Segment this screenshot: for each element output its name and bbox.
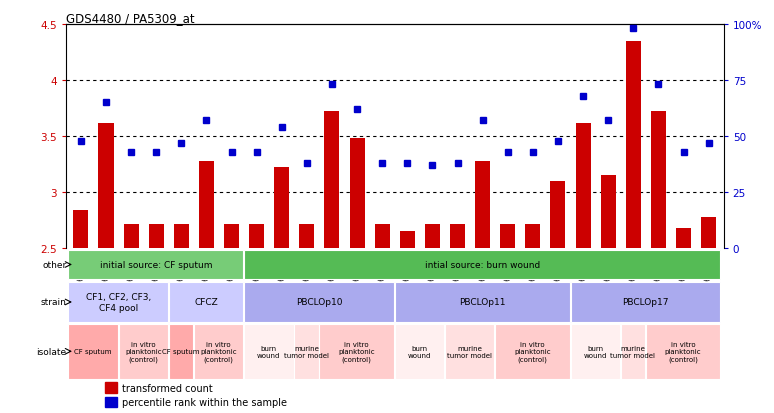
Bar <box>445 324 495 379</box>
Bar <box>621 324 645 379</box>
Bar <box>570 282 721 322</box>
Bar <box>425 224 440 249</box>
Text: percentile rank within the sample: percentile rank within the sample <box>122 397 286 407</box>
Text: transformed count: transformed count <box>122 383 212 393</box>
Bar <box>105 382 117 393</box>
Bar <box>625 42 641 249</box>
Bar <box>105 397 117 407</box>
Bar <box>651 112 666 249</box>
Text: CFCZ: CFCZ <box>194 298 218 307</box>
Bar <box>118 324 168 379</box>
Bar <box>601 176 615 249</box>
Text: murine
tumor model: murine tumor model <box>611 345 656 358</box>
Bar <box>395 282 570 322</box>
Bar <box>199 161 214 249</box>
Bar <box>701 217 716 249</box>
Text: in vitro
planktonic
(control): in vitro planktonic (control) <box>514 341 551 362</box>
Bar <box>399 232 415 249</box>
Bar <box>676 228 691 249</box>
Bar <box>495 324 570 379</box>
Bar <box>576 123 591 249</box>
Bar <box>124 224 139 249</box>
Text: GDS4480 / PA5309_at: GDS4480 / PA5309_at <box>66 12 194 25</box>
Bar <box>500 224 515 249</box>
Bar <box>98 123 114 249</box>
Bar <box>224 224 239 249</box>
Text: isolate: isolate <box>36 347 67 356</box>
Bar <box>570 324 620 379</box>
Text: PBCLOp11: PBCLOp11 <box>459 298 505 307</box>
Bar <box>249 224 264 249</box>
Bar <box>450 224 465 249</box>
Bar <box>294 324 319 379</box>
Bar <box>169 282 243 322</box>
Text: CF sputum: CF sputum <box>74 349 111 354</box>
Bar <box>194 324 243 379</box>
Text: burn
wound: burn wound <box>584 345 607 358</box>
Text: CF sputum: CF sputum <box>163 349 200 354</box>
Bar <box>475 161 490 249</box>
Bar <box>74 211 88 249</box>
Bar <box>244 282 394 322</box>
Bar <box>274 168 289 249</box>
Bar <box>324 112 340 249</box>
Text: PBCLOp10: PBCLOp10 <box>296 298 342 307</box>
Bar <box>646 324 721 379</box>
Bar <box>550 181 566 249</box>
Bar <box>149 224 164 249</box>
Bar <box>350 139 365 249</box>
Text: murine
tumor model: murine tumor model <box>447 345 492 358</box>
Bar <box>68 250 243 280</box>
Text: burn
wound: burn wound <box>257 345 280 358</box>
Text: in vitro
planktonic
(control): in vitro planktonic (control) <box>665 341 701 362</box>
Text: burn
wound: burn wound <box>408 345 431 358</box>
Bar <box>395 324 444 379</box>
Bar <box>174 224 189 249</box>
Bar <box>526 224 540 249</box>
Bar <box>300 224 314 249</box>
Text: CF1, CF2, CF3,
CF4 pool: CF1, CF2, CF3, CF4 pool <box>85 292 151 312</box>
Text: strain: strain <box>40 298 67 307</box>
Text: in vitro
planktonic
(control): in vitro planktonic (control) <box>200 341 237 362</box>
Bar <box>375 224 390 249</box>
Bar <box>244 324 293 379</box>
Text: other: other <box>42 260 67 269</box>
Bar <box>68 324 118 379</box>
Text: PBCLOp17: PBCLOp17 <box>622 298 669 307</box>
Bar <box>320 324 394 379</box>
Text: in vitro
planktonic
(control): in vitro planktonic (control) <box>125 341 162 362</box>
Text: in vitro
planktonic
(control): in vitro planktonic (control) <box>338 341 375 362</box>
Bar <box>68 282 168 322</box>
Bar <box>244 250 721 280</box>
Bar <box>169 324 193 379</box>
Text: murine
tumor model: murine tumor model <box>284 345 329 358</box>
Text: intial source: burn wound: intial source: burn wound <box>425 260 540 269</box>
Text: initial source: CF sputum: initial source: CF sputum <box>100 260 212 269</box>
